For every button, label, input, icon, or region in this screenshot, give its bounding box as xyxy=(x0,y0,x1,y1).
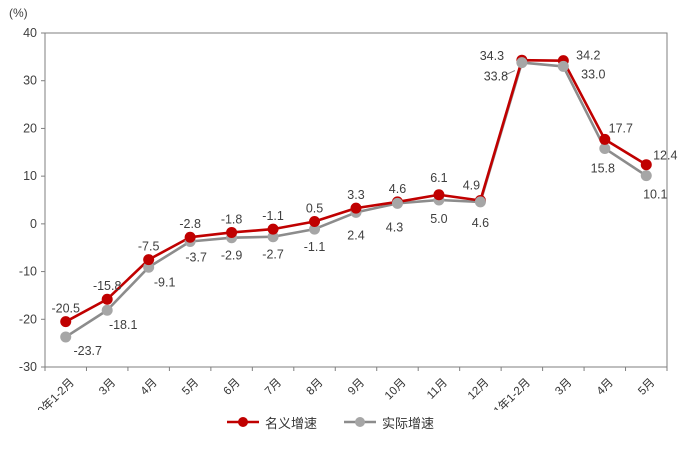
chart-legend: 名义增速 实际增速 xyxy=(0,409,660,435)
data-point-label: -2.9 xyxy=(221,249,243,263)
data-point-marker xyxy=(267,223,279,235)
legend-label-nominal: 名义增速 xyxy=(264,415,317,431)
data-point-marker xyxy=(60,316,72,328)
data-point-marker xyxy=(267,231,279,243)
data-point-marker xyxy=(309,223,321,235)
data-point-marker xyxy=(599,142,611,154)
data-point-label: 5.0 xyxy=(430,212,447,226)
y-tick-label: 40 xyxy=(23,26,37,40)
data-point-label: -20.5 xyxy=(51,302,80,316)
data-point-label: -1.1 xyxy=(262,209,284,223)
data-point-label: -23.7 xyxy=(73,344,102,358)
data-point-label: -1.8 xyxy=(221,212,243,226)
data-point-label: -2.7 xyxy=(262,248,284,262)
x-tick-label: 11月 xyxy=(425,377,450,402)
data-point-label: 4.9 xyxy=(463,178,480,192)
data-point-label: -3.7 xyxy=(185,251,207,265)
data-point-label: 15.8 xyxy=(591,161,615,175)
x-tick-label: 4月 xyxy=(595,377,616,398)
data-point-label: 2.4 xyxy=(347,228,364,242)
data-point-marker xyxy=(143,254,155,266)
y-tick-label: -30 xyxy=(19,360,37,374)
data-point-marker xyxy=(60,331,72,343)
x-tick-label: 3月 xyxy=(553,377,574,398)
x-tick-label: 3月 xyxy=(97,377,118,398)
x-tick-label: 5月 xyxy=(180,377,201,398)
y-tick-label: 10 xyxy=(23,169,37,183)
data-point-marker xyxy=(640,170,652,182)
data-point-marker xyxy=(599,133,611,145)
legend-line-dot-icon xyxy=(226,417,259,427)
data-point-marker xyxy=(350,202,362,214)
y-axis-unit-label: (%) xyxy=(9,6,28,20)
y-tick-label: 30 xyxy=(23,74,37,88)
data-point-marker xyxy=(557,60,569,72)
data-point-marker xyxy=(640,159,652,171)
data-point-marker xyxy=(516,57,528,69)
legend-label-real: 实际增速 xyxy=(382,415,435,431)
data-point-marker xyxy=(309,215,321,227)
label-leader-line xyxy=(501,70,516,78)
x-tick-label: 7月 xyxy=(263,377,284,398)
y-tick-label: -10 xyxy=(19,265,37,279)
data-point-marker xyxy=(101,304,113,316)
x-tick-label: 4月 xyxy=(139,377,160,398)
data-point-label: 33.0 xyxy=(581,67,605,81)
line-chart: -30 -20 -10 0 10 20 30 40 2020年1-2月 3月 4月 5月 6月 7月 8月 9… xyxy=(19,26,678,410)
data-point-label: 6.1 xyxy=(430,171,447,185)
data-point-label: 34.3 xyxy=(480,49,504,63)
data-point-label: -15.8 xyxy=(93,279,122,293)
x-tick-label: 9月 xyxy=(346,377,367,398)
data-point-label: -1.1 xyxy=(304,240,326,254)
y-tick-label: 20 xyxy=(23,121,37,135)
x-tick-label: 12月 xyxy=(466,377,492,403)
legend-line-dot-icon xyxy=(344,417,376,427)
x-tick-label: 8月 xyxy=(305,377,326,398)
data-point-label: 33.8 xyxy=(484,70,508,84)
x-tick-label: 10月 xyxy=(383,377,409,403)
data-point-marker xyxy=(101,293,113,305)
y-tick-label: 0 xyxy=(30,217,37,231)
data-point-marker xyxy=(226,226,238,238)
data-point-label: 34.2 xyxy=(576,49,600,63)
data-point-label: 3.3 xyxy=(347,188,364,202)
x-tick-label: 6月 xyxy=(222,377,243,398)
legend-item-nominal[interactable]: 名义增速 xyxy=(226,413,317,432)
data-point-marker xyxy=(184,231,196,243)
data-point-marker xyxy=(143,261,155,273)
data-point-label: -9.1 xyxy=(154,275,176,289)
data-point-label: 4.6 xyxy=(389,182,406,196)
data-point-marker xyxy=(433,189,445,201)
data-point-label: -7.5 xyxy=(138,240,160,254)
data-point-marker xyxy=(391,197,403,209)
x-tick-label: 2020年1-2月 xyxy=(21,375,77,410)
data-point-label: 12.4 xyxy=(653,149,677,163)
x-tick-label: 5月 xyxy=(636,377,657,398)
data-point-label: 17.7 xyxy=(609,121,633,135)
data-point-marker xyxy=(474,196,486,208)
data-point-label: -2.8 xyxy=(179,217,201,231)
data-point-label: 10.1 xyxy=(643,188,667,202)
data-point-label: 0.5 xyxy=(306,201,323,215)
data-point-label: 4.6 xyxy=(472,216,489,230)
data-point-label: 4.3 xyxy=(386,220,403,234)
y-tick-label: -20 xyxy=(19,312,37,326)
legend-item-real[interactable]: 实际增速 xyxy=(343,413,434,432)
plot-frame xyxy=(44,32,668,368)
data-point-label: -18.1 xyxy=(109,318,138,332)
